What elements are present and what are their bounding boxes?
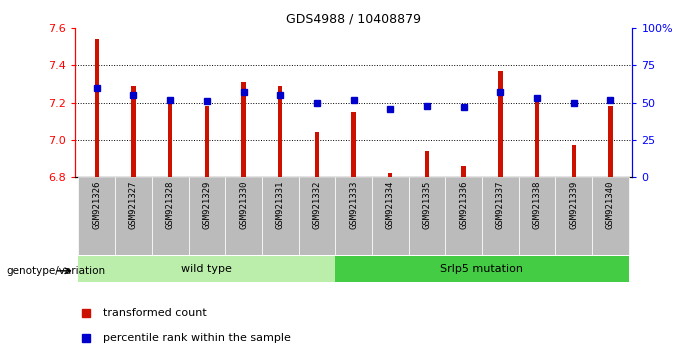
Text: GSM921328: GSM921328	[166, 181, 175, 229]
Bar	[168, 101, 173, 177]
FancyBboxPatch shape	[115, 177, 152, 255]
Bar	[315, 132, 319, 177]
FancyBboxPatch shape	[445, 177, 482, 255]
FancyBboxPatch shape	[188, 177, 225, 255]
Bar	[498, 71, 503, 177]
Text: GSM921327: GSM921327	[129, 181, 138, 229]
FancyBboxPatch shape	[78, 256, 335, 282]
FancyBboxPatch shape	[372, 177, 409, 255]
Title: GDS4988 / 10408879: GDS4988 / 10408879	[286, 13, 421, 26]
FancyBboxPatch shape	[592, 177, 629, 255]
Text: GSM921329: GSM921329	[203, 181, 211, 229]
FancyBboxPatch shape	[482, 177, 519, 255]
Bar	[534, 101, 539, 177]
Text: GSM921332: GSM921332	[312, 181, 322, 229]
Bar	[608, 107, 613, 177]
FancyBboxPatch shape	[519, 177, 556, 255]
Bar	[571, 145, 576, 177]
Text: GSM921336: GSM921336	[459, 181, 468, 229]
Bar	[352, 112, 356, 177]
Bar	[131, 86, 136, 177]
Bar	[205, 107, 209, 177]
Text: GSM921330: GSM921330	[239, 181, 248, 229]
Text: percentile rank within the sample: percentile rank within the sample	[103, 333, 290, 343]
Text: GSM921334: GSM921334	[386, 181, 395, 229]
Text: Srlp5 mutation: Srlp5 mutation	[441, 264, 524, 274]
FancyBboxPatch shape	[409, 177, 445, 255]
FancyBboxPatch shape	[556, 177, 592, 255]
Bar	[278, 86, 282, 177]
FancyBboxPatch shape	[225, 177, 262, 255]
Text: GSM921337: GSM921337	[496, 181, 505, 229]
Text: transformed count: transformed count	[103, 308, 207, 318]
Bar	[388, 173, 392, 177]
Text: GSM921333: GSM921333	[349, 181, 358, 229]
FancyBboxPatch shape	[335, 256, 629, 282]
Text: GSM921339: GSM921339	[569, 181, 578, 229]
FancyBboxPatch shape	[152, 177, 188, 255]
Bar	[95, 40, 99, 177]
Text: wild type: wild type	[182, 264, 233, 274]
Text: GSM921331: GSM921331	[275, 181, 285, 229]
Text: genotype/variation: genotype/variation	[7, 266, 106, 276]
Bar	[462, 166, 466, 177]
Bar	[241, 82, 245, 177]
FancyBboxPatch shape	[335, 177, 372, 255]
Text: GSM921340: GSM921340	[606, 181, 615, 229]
Text: GSM921338: GSM921338	[532, 181, 541, 229]
Text: GSM921326: GSM921326	[92, 181, 101, 229]
FancyBboxPatch shape	[262, 177, 299, 255]
Text: GSM921335: GSM921335	[422, 181, 432, 229]
Bar	[425, 151, 429, 177]
FancyBboxPatch shape	[78, 177, 115, 255]
FancyBboxPatch shape	[299, 177, 335, 255]
